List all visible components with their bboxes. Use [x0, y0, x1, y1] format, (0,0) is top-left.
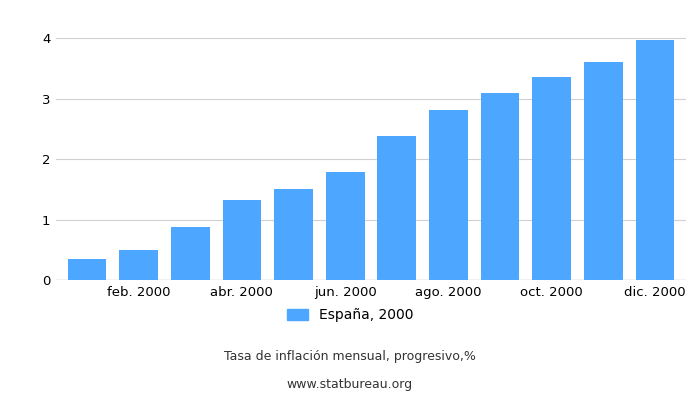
Bar — [274, 189, 313, 280]
Bar — [326, 172, 365, 280]
Bar — [429, 110, 468, 280]
Bar — [68, 259, 106, 280]
Text: www.statbureau.org: www.statbureau.org — [287, 378, 413, 391]
Bar — [584, 62, 623, 280]
Bar — [636, 40, 674, 280]
Bar — [223, 200, 261, 280]
Bar — [481, 92, 519, 280]
Bar — [533, 78, 571, 280]
Bar — [119, 250, 158, 280]
Text: Tasa de inflación mensual, progresivo,%: Tasa de inflación mensual, progresivo,% — [224, 350, 476, 363]
Bar — [377, 136, 416, 280]
Bar — [171, 227, 209, 280]
Legend: España, 2000: España, 2000 — [281, 303, 419, 328]
